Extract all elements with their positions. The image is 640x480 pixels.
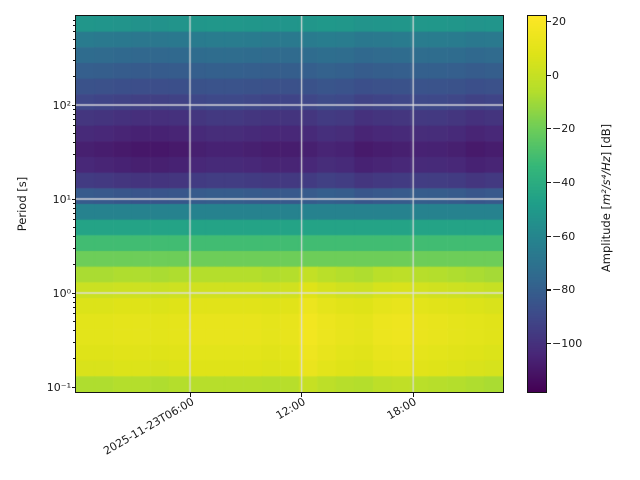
y-minor-tick-mark [73, 226, 76, 228]
colorbar-tick-label: −100 [552, 337, 583, 351]
y-tick-label: 10¹ [52, 192, 71, 206]
y-minor-tick-mark [73, 202, 76, 204]
y-minor-tick-mark [73, 213, 76, 215]
colorbar-tick-label: 20 [552, 14, 566, 28]
colorbar-label-prefix: Amplitude [ [599, 205, 613, 273]
y-minor-tick-mark [73, 219, 76, 221]
y-minor-tick-mark [73, 153, 76, 155]
colorbar-tick-mark [547, 182, 551, 184]
colorbar-tick-label: −40 [552, 176, 576, 189]
x-tick-label: 2025-11-23T06:00 [100, 395, 197, 458]
y-minor-tick-mark [73, 25, 76, 27]
y-minor-tick-mark [73, 119, 76, 121]
y-minor-tick-mark [73, 125, 76, 127]
y-minor-tick-mark [73, 341, 76, 343]
colorbar-tick-label: 0 [552, 68, 559, 82]
x-tick-mark [301, 393, 303, 397]
y-tick-label: 10⁰ [52, 286, 71, 300]
y-tick-label: 10² [52, 98, 71, 112]
y-minor-tick-mark [73, 170, 76, 172]
y-minor-tick-mark [73, 264, 76, 266]
colorbar-tick-label: −60 [552, 229, 576, 243]
y-minor-tick-mark [73, 329, 76, 331]
y-tick-mark [71, 386, 76, 388]
colorbar-tick-label: −80 [552, 283, 576, 297]
colorbar-tick-mark [547, 289, 551, 291]
y-minor-tick-mark [73, 38, 76, 40]
y-minor-tick-mark [73, 132, 76, 134]
y-minor-tick-mark [73, 358, 76, 360]
x-tick-label: 18:00 [385, 395, 420, 423]
y-minor-tick-mark [73, 141, 76, 143]
colorbar-tick-mark [547, 128, 551, 130]
y-minor-tick-mark [73, 59, 76, 61]
plot-area [75, 15, 504, 393]
y-minor-tick-mark [73, 307, 76, 309]
y-tick-mark [71, 198, 76, 200]
y-minor-tick-mark [73, 76, 76, 78]
y-axis-label: Period [s] [15, 176, 29, 232]
y-minor-tick-mark [73, 320, 76, 322]
y-minor-tick-mark [73, 247, 76, 249]
colorbar-tick-mark [547, 235, 551, 237]
colorbar-axis-label: Amplitude [m²/s⁴/Hz] [dB] [599, 124, 613, 272]
colorbar-label-suffix: ] [dB] [599, 123, 613, 157]
y-minor-tick-mark [73, 108, 76, 110]
colorbar-label-math: m²/s⁴/Hz [599, 156, 613, 206]
y-minor-tick-mark [73, 296, 76, 298]
colorbar [527, 15, 547, 393]
y-tick-label: 10⁻¹ [46, 380, 71, 394]
x-tick-label: 12:00 [273, 395, 308, 423]
y-minor-tick-mark [73, 31, 76, 33]
y-minor-tick-mark [73, 207, 76, 209]
y-minor-tick-mark [73, 235, 76, 237]
y-tick-mark [71, 292, 76, 294]
y-minor-tick-mark [73, 113, 76, 115]
y-minor-tick-mark [73, 313, 76, 315]
colorbar-tick-label: −20 [552, 122, 576, 136]
spectrogram-heatmap-canvas [76, 16, 503, 392]
x-tick-mark [412, 393, 414, 397]
y-minor-tick-mark [73, 301, 76, 303]
colorbar-gradient-canvas [528, 16, 546, 392]
colorbar-tick-mark [547, 74, 551, 76]
colorbar-tick-mark [547, 20, 551, 22]
y-tick-mark [71, 104, 76, 106]
y-minor-tick-mark [73, 47, 76, 49]
y-minor-tick-mark [73, 19, 76, 21]
colorbar-tick-mark [547, 343, 551, 345]
x-tick-mark [189, 393, 191, 397]
